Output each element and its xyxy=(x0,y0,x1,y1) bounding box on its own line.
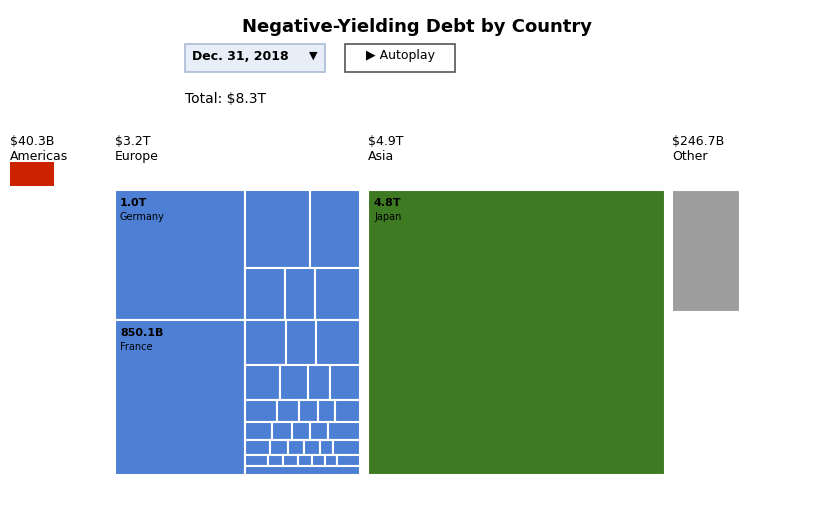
Bar xyxy=(337,455,360,466)
Bar xyxy=(245,190,310,268)
Bar xyxy=(325,455,337,466)
Bar xyxy=(115,320,245,475)
Text: Total: $8.3T: Total: $8.3T xyxy=(185,92,266,106)
Bar xyxy=(316,320,360,365)
Text: 1.0T: 1.0T xyxy=(120,198,147,208)
Bar xyxy=(245,422,272,440)
Bar xyxy=(310,190,360,268)
Bar xyxy=(320,440,333,455)
Bar xyxy=(245,440,270,455)
Text: Dec. 31, 2018: Dec. 31, 2018 xyxy=(192,49,289,62)
Bar xyxy=(328,422,360,440)
Bar xyxy=(245,466,360,475)
Bar xyxy=(672,190,740,312)
Bar xyxy=(345,44,455,72)
Bar xyxy=(304,440,320,455)
Text: Germany: Germany xyxy=(120,212,164,222)
Bar xyxy=(245,365,280,400)
Bar xyxy=(268,455,283,466)
Bar xyxy=(272,422,292,440)
Bar xyxy=(245,320,286,365)
Text: Other: Other xyxy=(672,150,707,163)
Bar xyxy=(333,440,360,455)
Bar xyxy=(308,365,330,400)
Bar xyxy=(280,365,308,400)
Bar xyxy=(270,440,288,455)
Bar xyxy=(310,422,328,440)
Text: Japan: Japan xyxy=(374,212,402,222)
Bar xyxy=(368,190,665,475)
Text: 4.8T: 4.8T xyxy=(374,198,402,208)
Text: $40.3B: $40.3B xyxy=(10,135,54,148)
Bar xyxy=(298,455,312,466)
Bar xyxy=(115,190,245,320)
Text: Asia: Asia xyxy=(368,150,394,163)
Bar xyxy=(292,422,310,440)
Text: $4.9T: $4.9T xyxy=(368,135,403,148)
Text: $246.7B: $246.7B xyxy=(672,135,724,148)
Bar xyxy=(245,268,285,320)
Text: France: France xyxy=(120,342,153,352)
Text: ▶ Autoplay: ▶ Autoplay xyxy=(366,49,434,62)
Bar xyxy=(10,162,54,186)
Text: Americas: Americas xyxy=(10,150,68,163)
Text: Negative-Yielding Debt by Country: Negative-Yielding Debt by Country xyxy=(242,18,593,36)
Bar xyxy=(277,400,299,422)
Bar xyxy=(299,400,318,422)
Bar xyxy=(315,268,360,320)
Bar xyxy=(283,455,298,466)
Bar xyxy=(312,455,325,466)
Bar xyxy=(318,400,335,422)
Text: $3.2T: $3.2T xyxy=(115,135,150,148)
Text: Europe: Europe xyxy=(115,150,159,163)
Text: ▼: ▼ xyxy=(309,51,317,61)
Bar xyxy=(185,44,325,72)
Bar xyxy=(288,440,304,455)
Bar xyxy=(245,455,268,466)
Text: 850.1B: 850.1B xyxy=(120,328,164,338)
Bar xyxy=(245,400,277,422)
Bar xyxy=(330,365,360,400)
Bar xyxy=(335,400,360,422)
Bar xyxy=(285,268,315,320)
Bar xyxy=(286,320,316,365)
